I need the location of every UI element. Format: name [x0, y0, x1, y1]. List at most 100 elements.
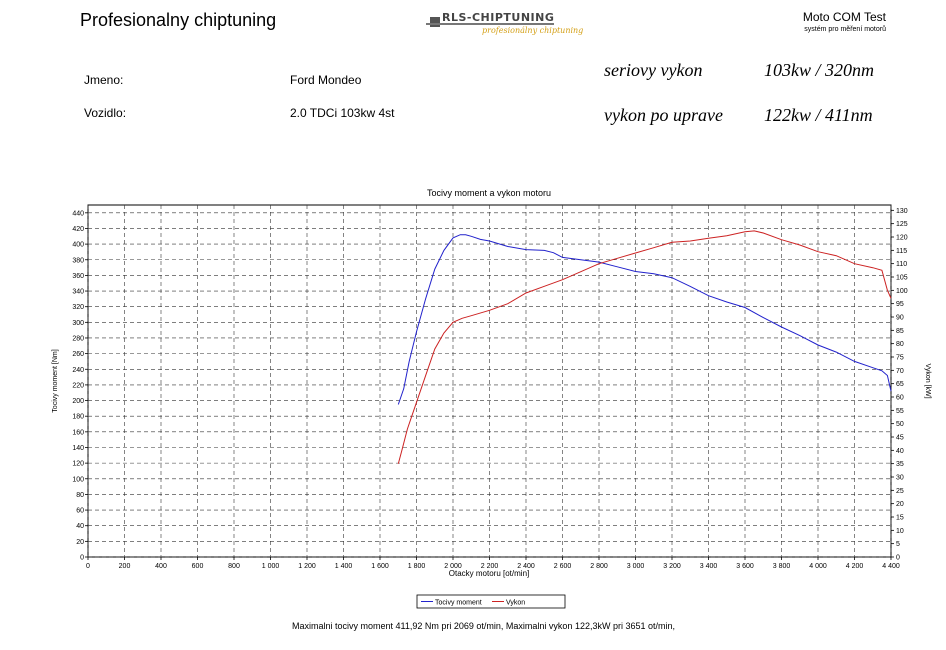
summary-footer: Maximalni tocivy moment 411,92 Nm pri 20… [292, 621, 675, 631]
chart-series [397, 230, 892, 464]
y-right-tick-label: 30 [896, 475, 904, 482]
y-right-tick-label: 75 [896, 355, 904, 362]
y-right-tick-label: 35 [896, 461, 904, 468]
logo-text: RLS-CHIPTUNING [442, 11, 555, 24]
vehicle-label: Vozidlo: [84, 106, 127, 120]
y-right-tick-label: 125 [896, 221, 908, 228]
x-tick-label: 2 200 [481, 563, 499, 570]
y-left-tick-label: 440 [72, 210, 84, 217]
y-left-tick-label: 220 [72, 382, 84, 389]
y-left-tick-label: 320 [72, 304, 84, 311]
y-right-tick-label: 100 [896, 288, 908, 295]
x-tick-label: 600 [192, 563, 204, 570]
stock-power-value: 103kw / 320nm [764, 60, 874, 80]
y-right-axis-ticks: 0 5 10 15 20 25 30 35 40 45 50 55 60 65 70 75 80 85 90 95 10… [891, 208, 908, 562]
y-left-tick-label: 180 [72, 414, 84, 421]
y-right-tick-label: 115 [896, 248, 907, 255]
legend-label-power: Vykon [506, 600, 525, 607]
y-left-tick-label: 100 [72, 476, 84, 483]
chart-title: Tocivy moment a vykon motoru [427, 188, 551, 198]
y-left-tick-label: 360 [72, 273, 84, 280]
y-right-tick-label: 105 [896, 275, 908, 282]
x-tick-label: 400 [155, 563, 167, 570]
y-left-tick-label: 160 [72, 429, 84, 436]
y-right-tick-label: 50 [896, 421, 904, 428]
y-right-tick-label: 120 [896, 235, 908, 242]
y-right-tick-label: 20 [896, 501, 904, 508]
x-tick-label: 800 [228, 563, 240, 570]
logo-subtext: profesionálny chiptuning [482, 26, 584, 35]
y-left-tick-label: 380 [72, 257, 84, 264]
y-right-tick-label: 90 [896, 315, 904, 322]
x-tick-label: 3 800 [773, 563, 791, 570]
y-right-tick-label: 40 [896, 448, 904, 455]
y-left-axis-label: Tocivy moment [Nm] [52, 349, 59, 412]
y-left-tick-label: 80 [76, 492, 84, 499]
x-tick-label: 1 400 [335, 563, 353, 570]
tuned-power-value: 122kw / 411nm [764, 105, 873, 125]
y-right-axis-label: Vykon [kW] [924, 363, 931, 398]
y-left-tick-label: 280 [72, 335, 84, 342]
y-right-tick-label: 80 [896, 341, 904, 348]
y-left-tick-label: 400 [72, 242, 84, 249]
tuned-power-label: vykon po uprave [604, 105, 723, 125]
chart-grid [87, 205, 892, 558]
x-tick-label: 2 600 [554, 563, 572, 570]
y-left-tick-label: 20 [76, 539, 84, 546]
y-right-tick-label: 95 [896, 301, 904, 308]
x-tick-label: 3 200 [663, 563, 681, 570]
stock-power-label: seriovy vykon [604, 60, 703, 80]
x-tick-label: 4 000 [809, 563, 827, 570]
y-right-tick-label: 25 [896, 488, 904, 495]
x-tick-label: 2 400 [517, 563, 535, 570]
x-axis-label: Otacky motoru [ot/min] [449, 569, 529, 578]
x-tick-label: 1 600 [371, 563, 389, 570]
y-left-tick-label: 0 [80, 555, 84, 562]
y-right-tick-label: 130 [896, 208, 908, 215]
x-tick-label: 4 200 [846, 563, 864, 570]
y-right-tick-label: 70 [896, 368, 904, 375]
chart-legend: Tocivy moment Vykon [416, 594, 566, 609]
x-tick-label: 0 [86, 563, 90, 570]
y-left-tick-label: 200 [72, 398, 84, 405]
x-tick-label: 3 400 [700, 563, 718, 570]
y-right-tick-label: 85 [896, 328, 904, 335]
name-label: Jmeno: [84, 73, 124, 87]
torque-series-line [397, 234, 892, 405]
x-axis-ticks: 0 200 400 600 800 1 000 1 200 1 400 1 600 1 800 2 … [86, 557, 900, 570]
y-left-tick-label: 340 [72, 289, 84, 296]
y-left-tick-label: 300 [72, 320, 84, 327]
y-left-tick-label: 120 [72, 461, 84, 468]
y-right-tick-label: 5 [896, 541, 900, 548]
y-right-tick-label: 45 [896, 435, 904, 442]
x-tick-label: 200 [119, 563, 131, 570]
x-tick-label: 1 000 [262, 563, 280, 570]
y-right-tick-label: 110 [896, 261, 907, 268]
brand-subtitle: systém pro měření motorů [804, 26, 886, 33]
power-series-line [397, 230, 892, 464]
x-tick-label: 2 000 [444, 563, 462, 570]
x-tick-label: 1 800 [408, 563, 426, 570]
y-left-tick-label: 260 [72, 351, 84, 358]
legend-label-torque: Tocivy moment [435, 600, 482, 607]
x-tick-label: 4 400 [882, 563, 900, 570]
x-tick-label: 2 800 [590, 563, 608, 570]
x-tick-label: 3 600 [736, 563, 754, 570]
y-left-tick-label: 240 [72, 367, 84, 374]
page-title: Profesionalny chiptuning [80, 10, 277, 30]
vehicle-value: 2.0 TDCi 103kw 4st [290, 106, 395, 120]
company-logo: RLS-CHIPTUNING profesionálny chiptuning [424, 9, 583, 39]
y-right-tick-label: 65 [896, 381, 904, 388]
y-right-tick-label: 15 [896, 515, 904, 522]
logo-underline [426, 23, 554, 25]
y-left-tick-label: 40 [76, 523, 84, 530]
y-right-tick-label: 55 [896, 408, 904, 415]
y-right-tick-label: 0 [896, 555, 900, 562]
y-right-tick-label: 60 [896, 395, 904, 402]
y-right-tick-label: 10 [896, 528, 904, 535]
logo-mark-icon [430, 17, 440, 27]
y-left-tick-label: 140 [72, 445, 84, 452]
brand-name: Moto COM Test [802, 10, 886, 24]
y-left-axis-ticks: 0 20 40 60 80 100 120 140 160 180 200 220 240 260 280 3… [72, 210, 88, 562]
